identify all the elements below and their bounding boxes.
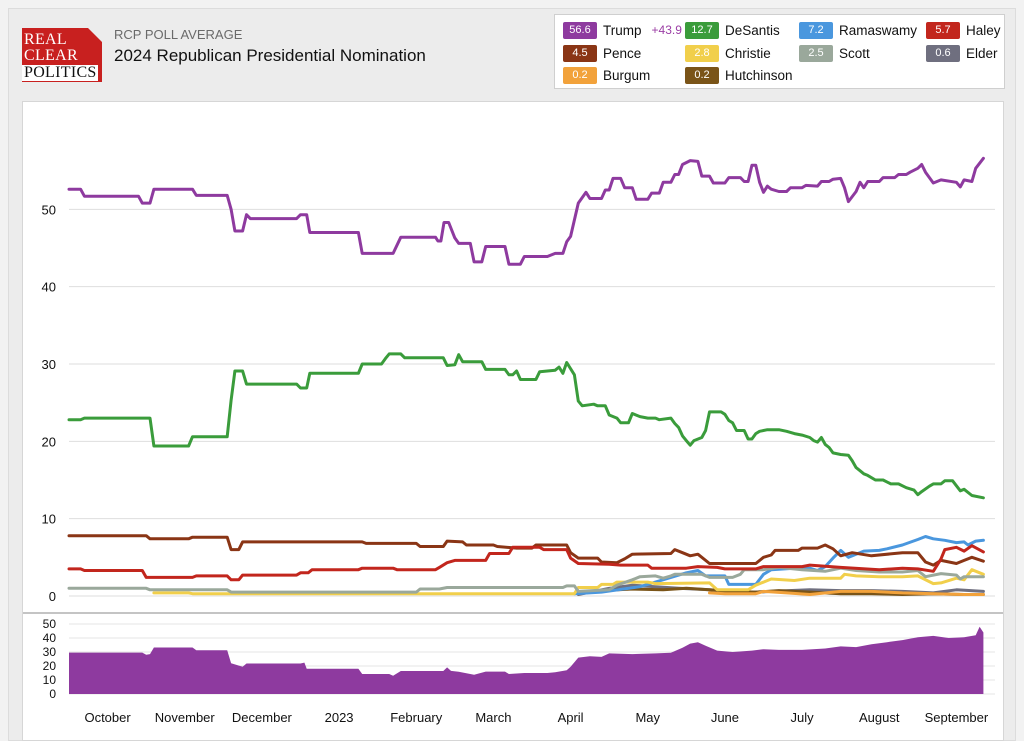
legend-name-hutchinson: Hutchinson <box>725 67 793 83</box>
x-month-label: April <box>558 710 584 725</box>
legend-name-scott: Scott <box>839 45 870 61</box>
chart-title: 2024 Republican Presidential Nomination <box>114 46 426 65</box>
main-y-tick-label: 0 <box>49 589 56 604</box>
sub-y-tick-label: 10 <box>43 673 57 687</box>
legend-name-christie: Christie <box>725 45 771 61</box>
logo-line-2: CLEAR <box>24 47 78 64</box>
legend-name-desantis: DeSantis <box>725 22 780 38</box>
x-month-label: February <box>390 710 443 725</box>
series-line-burgum <box>708 589 985 596</box>
sub-y-tick-label: 20 <box>43 659 57 673</box>
legend-name-haley: Haley <box>966 22 1001 38</box>
sub-y-tick-label: 0 <box>49 687 56 701</box>
x-month-label: June <box>711 710 739 725</box>
main-y-tick-label: 30 <box>42 357 56 372</box>
series-line-haley <box>67 544 985 582</box>
series-line-trump <box>67 156 985 266</box>
chart-kicker: RCP POLL AVERAGE <box>114 27 243 42</box>
legend-item-christie[interactable]: 2.8 Christie <box>685 44 771 62</box>
legend-item-pence[interactable]: 4.5 Pence <box>563 44 641 62</box>
sub-y-tick-label: 50 <box>43 617 57 631</box>
legend-item-trump[interactable]: 56.6 Trump +43.9 <box>563 21 682 39</box>
series-line-scott <box>67 565 985 594</box>
logo-text: REAL CLEAR POLITICS <box>22 32 102 81</box>
x-month-label: September <box>925 710 989 725</box>
legend-item-scott[interactable]: 2.5 Scott <box>799 44 870 62</box>
legend-value-desantis: 12.7 <box>685 21 719 39</box>
legend-value-ramaswamy: 7.2 <box>799 21 833 39</box>
legend-name-trump: Trump <box>603 22 642 38</box>
x-month-label: May <box>635 710 660 725</box>
legend-value-christie: 2.8 <box>685 44 719 62</box>
legend-item-elder[interactable]: 0.6 Elder <box>926 44 998 62</box>
x-month-label: December <box>232 710 293 725</box>
legend-item-desantis[interactable]: 12.7 DeSantis <box>685 21 780 39</box>
rcp-logo[interactable]: REAL CLEAR POLITICS <box>22 28 102 82</box>
legend-name-ramaswamy: Ramaswamy <box>839 22 918 38</box>
series-line-desantis <box>67 352 985 500</box>
x-month-label: November <box>155 710 216 725</box>
legend-value-trump: 56.6 <box>563 21 597 39</box>
legend-value-pence: 4.5 <box>563 44 597 62</box>
logo-line-1: REAL <box>24 31 67 48</box>
legend-item-hutchinson[interactable]: 0.2 Hutchinson <box>685 66 793 84</box>
series-line-christie <box>152 568 985 596</box>
main-y-tick-label: 40 <box>42 280 56 295</box>
legend-item-haley[interactable]: 5.7 Haley <box>926 21 1001 39</box>
legend-name-burgum: Burgum <box>603 67 651 83</box>
main-y-tick-label: 50 <box>42 202 56 217</box>
x-month-label: March <box>475 710 511 725</box>
legend: 56.6 Trump +43.9 12.7 DeSantis 7.2 Ramas… <box>554 14 1005 89</box>
legend-value-burgum: 0.2 <box>563 66 597 84</box>
main-y-tick-label: 10 <box>42 512 56 527</box>
x-month-label: August <box>859 710 900 725</box>
main-y-tick-label: 20 <box>42 434 56 449</box>
logo-fold-corner <box>88 28 102 42</box>
legend-item-ramaswamy[interactable]: 7.2 Ramaswamy <box>799 21 917 39</box>
legend-value-haley: 5.7 <box>926 21 960 39</box>
legend-item-burgum[interactable]: 0.2 Burgum <box>563 66 650 84</box>
chart-panel: 0 10 20 30 40 50 0 10 20 30 40 50 October November Dec… <box>22 101 1004 741</box>
legend-spread: +43.9 <box>651 23 682 37</box>
x-month-label: October <box>84 710 131 725</box>
logo-line-3: POLITICS <box>22 64 98 81</box>
sub-y-tick-label: 30 <box>43 645 57 659</box>
legend-value-scott: 2.5 <box>799 44 833 62</box>
series-line-pence <box>67 534 985 567</box>
sub-y-tick-label: 40 <box>43 631 57 645</box>
legend-value-elder: 0.6 <box>926 44 960 62</box>
spread-area <box>69 626 984 694</box>
legend-value-hutchinson: 0.2 <box>685 66 719 84</box>
legend-name-pence: Pence <box>603 45 642 61</box>
legend-name-elder: Elder <box>966 45 998 61</box>
x-month-label: 2023 <box>325 710 354 725</box>
x-month-label: July <box>791 710 815 725</box>
